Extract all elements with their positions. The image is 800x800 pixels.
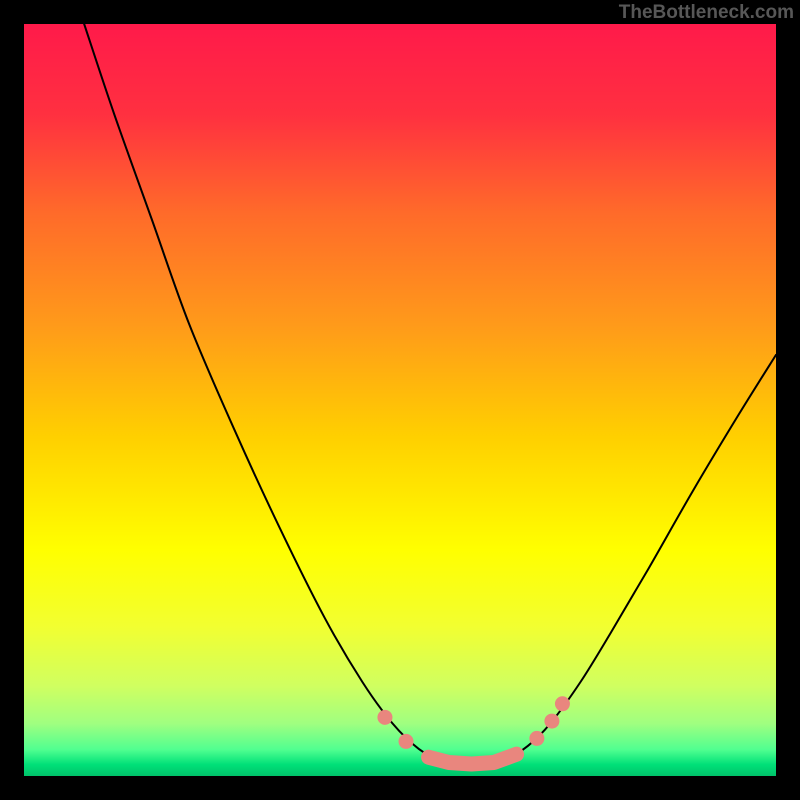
marker-circle: [377, 710, 392, 725]
chart-stage: TheBottleneck.com: [0, 0, 800, 800]
curve-layer: [24, 24, 776, 776]
marker-circle: [544, 714, 559, 729]
bottleneck-curve: [84, 24, 776, 765]
markers-group: [377, 696, 569, 764]
marker-circle: [529, 731, 544, 746]
marker-bar: [429, 754, 517, 764]
marker-circle: [555, 696, 570, 711]
plot-area: [24, 24, 776, 776]
marker-circle: [399, 734, 414, 749]
watermark-text: TheBottleneck.com: [619, 0, 800, 24]
